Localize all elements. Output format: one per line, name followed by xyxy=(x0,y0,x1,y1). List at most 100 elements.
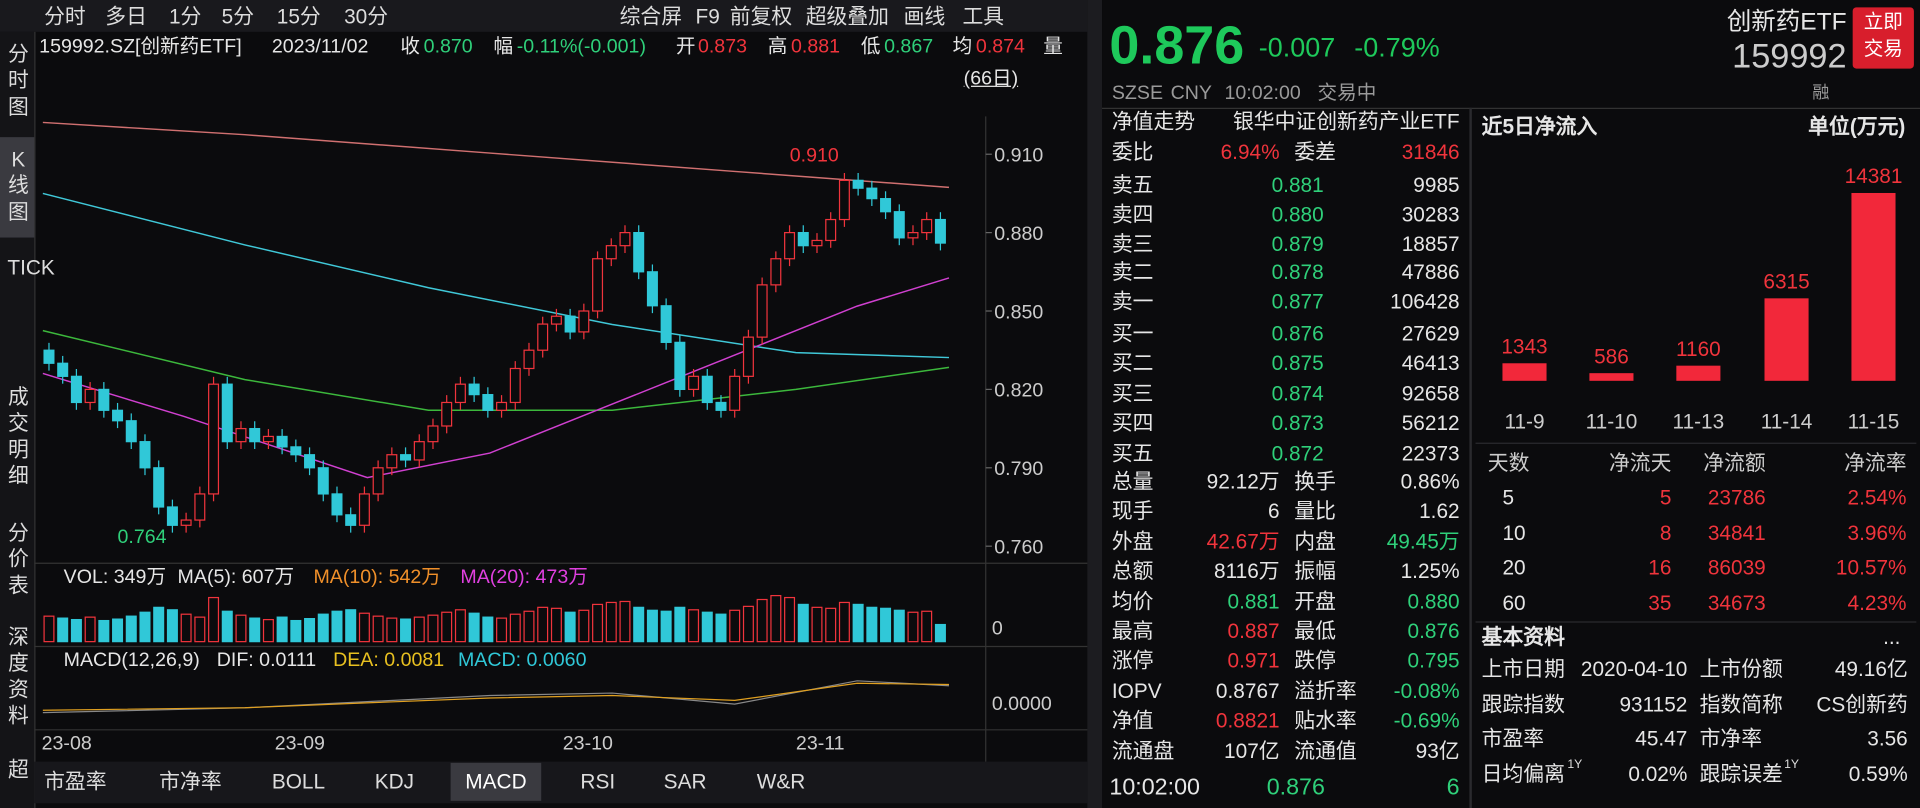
candle xyxy=(345,514,357,526)
toolbar-button[interactable]: F9 xyxy=(695,4,720,29)
volume-bar xyxy=(811,606,823,643)
label: 市净率 xyxy=(1699,727,1763,751)
sidebar-tab[interactable]: 分时图 xyxy=(7,42,29,119)
table-cell: 5 xyxy=(1659,486,1672,510)
info-field: 低 xyxy=(860,36,881,58)
volume-bar xyxy=(427,614,439,643)
toolbar-button[interactable]: 超级叠加 xyxy=(805,4,889,29)
candle xyxy=(509,367,521,404)
volume-bar xyxy=(482,616,494,643)
value: 1.25% xyxy=(1400,559,1460,584)
volume-bar xyxy=(441,611,453,643)
candle xyxy=(400,454,412,461)
splitter[interactable] xyxy=(1087,0,1103,808)
label: 总量 xyxy=(1111,470,1154,494)
sidebar-tab[interactable]: TICK xyxy=(7,255,54,281)
table-cell: 20 xyxy=(1502,555,1526,580)
toolbar-button[interactable]: 工具 xyxy=(962,4,1005,29)
volume-bar xyxy=(276,616,288,643)
candle xyxy=(619,231,631,247)
candle xyxy=(715,401,727,411)
volume-bar xyxy=(372,615,384,643)
y-tick-label: 0.790 xyxy=(994,458,1043,480)
candle xyxy=(208,383,220,495)
toolbar-button[interactable]: 综合屏 xyxy=(619,4,683,29)
bottom-tab[interactable]: BOLL xyxy=(271,770,326,794)
bottom-tab[interactable]: 市净率 xyxy=(159,770,222,794)
bottom-tab[interactable]: MACD xyxy=(450,762,542,801)
info-field: 0.873 xyxy=(697,36,748,58)
info-field: 量 xyxy=(1043,36,1063,58)
candle xyxy=(331,493,343,516)
table-cell: 10.57% xyxy=(1835,555,1907,580)
candle xyxy=(413,441,425,461)
button-text[interactable]: 交易 xyxy=(1863,39,1903,61)
bottom-tab[interactable]: KDJ xyxy=(374,770,415,794)
value: 0.872 xyxy=(1271,441,1324,465)
candle xyxy=(921,218,933,234)
toolbar-tab[interactable]: 分时 xyxy=(44,4,86,29)
table-cell: 23786 xyxy=(1707,486,1766,510)
label: 贴水率 xyxy=(1294,709,1357,733)
sidebar-tab[interactable]: 成交明细 xyxy=(7,385,29,488)
candle xyxy=(605,245,617,260)
bar-label: 1343 xyxy=(1501,335,1547,358)
x-tick-label: 11-10 xyxy=(1586,411,1638,434)
volume-bar xyxy=(194,616,206,643)
bar-label: 14381 xyxy=(1845,165,1903,188)
value: 0.880 xyxy=(1407,589,1460,613)
toolbar-tab[interactable]: 多日 xyxy=(105,4,147,29)
volume-bar xyxy=(331,610,343,643)
period[interactable]: (66日) xyxy=(963,68,1019,90)
candle xyxy=(304,454,316,469)
toolbar-tab[interactable]: 30分 xyxy=(344,4,389,29)
label: 买五 xyxy=(1111,441,1154,465)
label: 开盘 xyxy=(1294,589,1336,613)
book-label[interactable]: 净值走势 xyxy=(1111,110,1196,134)
volume-bar xyxy=(688,609,700,643)
trade-button[interactable] xyxy=(1852,7,1914,69)
y-tick-label: 0.880 xyxy=(994,223,1043,245)
volume-bar xyxy=(578,609,590,643)
label: 跟踪误差 xyxy=(1699,762,1783,786)
icon[interactable]: 融 xyxy=(1812,82,1830,102)
value: 18857 xyxy=(1401,232,1460,256)
sidebar-tab[interactable]: K线图 xyxy=(7,148,29,224)
toolbar-tab[interactable]: 5分 xyxy=(221,4,255,29)
table-cell: 5 xyxy=(1502,486,1515,510)
toolbar-button[interactable]: 画线 xyxy=(903,4,946,29)
button-text[interactable]: 立即 xyxy=(1863,12,1903,34)
volume-bar xyxy=(345,609,357,643)
candle xyxy=(729,375,741,411)
bottom-tab[interactable]: SAR xyxy=(663,770,707,794)
sidebar-tab[interactable]: 分价表 xyxy=(7,521,29,597)
bottom-tab[interactable]: RSI xyxy=(580,770,616,794)
candle xyxy=(688,375,700,391)
label: 上市份额 xyxy=(1699,657,1783,681)
x-tick-label: 11-13 xyxy=(1673,411,1725,434)
candle xyxy=(934,218,946,244)
info-field: 159992.SZ[创新药ETF] xyxy=(39,36,242,58)
volume-bar xyxy=(605,601,617,643)
value: 6 xyxy=(1268,500,1280,524)
label: 换手 xyxy=(1294,470,1336,494)
toolbar-tab[interactable]: 1分 xyxy=(168,4,202,29)
value: 0.881 xyxy=(1227,589,1280,613)
volume-axis-label: 0 xyxy=(991,618,1003,640)
toolbar-tab[interactable]: 15分 xyxy=(276,4,321,29)
volume-bar xyxy=(619,600,631,643)
more[interactable]: ... xyxy=(1883,625,1901,649)
value: 0.59% xyxy=(1848,762,1908,786)
toolbar-button[interactable]: 前复权 xyxy=(729,4,793,29)
bar-label: 6315 xyxy=(1763,271,1809,294)
bottom-tab[interactable]: W&R xyxy=(756,770,806,794)
sidebar-tab[interactable]: 深度资料 xyxy=(7,625,29,728)
bottom-tab[interactable]: 市盈率 xyxy=(44,770,107,794)
value: 8116万 xyxy=(1214,559,1280,584)
volume-bar xyxy=(496,617,508,643)
sidebar-tab[interactable]: 超 xyxy=(7,757,29,782)
candle xyxy=(496,401,508,411)
change: -0.007 xyxy=(1258,31,1336,63)
label: 振幅 xyxy=(1294,559,1336,584)
